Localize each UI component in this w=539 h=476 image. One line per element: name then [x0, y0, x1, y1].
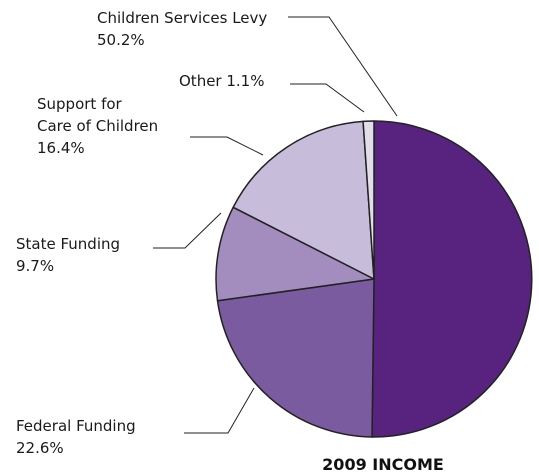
- slice-label-text: Care of Children: [37, 117, 158, 135]
- slice-label-federal-funding: Federal Funding 22.6%: [16, 417, 136, 457]
- pie-slice-children-services-levy: [371, 120, 533, 438]
- slice-value-text: 22.6%: [16, 439, 64, 457]
- slice-label-state-funding: State Funding 9.7%: [16, 235, 120, 275]
- leader-line-federal-funding: [184, 387, 255, 434]
- leader-line-children-services-levy: [288, 16, 398, 117]
- pie-slice-other: [362, 120, 375, 280]
- slice-labels: Children Services Levy 50.2% Federal Fundi…: [16, 9, 267, 457]
- pie-slices: [215, 120, 533, 438]
- slice-value-text: 50.2%: [97, 31, 145, 49]
- slice-label-text: State Funding: [16, 235, 120, 253]
- slice-label-support-for-care-of-children: Support for Care of Children 16.4%: [37, 95, 158, 157]
- pie-slice-federal-funding: [216, 278, 375, 438]
- chart-title: 2009 INCOME: [322, 455, 444, 474]
- slice-label-text: Federal Funding: [16, 417, 136, 435]
- pie-slice-support-for-care-of-children: [232, 120, 375, 280]
- leader-line-other: [290, 83, 365, 113]
- slice-label-text: Support for: [37, 95, 123, 113]
- slice-value-text: 9.7%: [16, 257, 54, 275]
- slice-label-children-services-levy: Children Services Levy 50.2%: [97, 9, 267, 49]
- slice-label-text: Other 1.1%: [179, 72, 264, 90]
- leader-lines: [153, 16, 398, 434]
- slice-label-other: Other 1.1%: [179, 72, 264, 90]
- slice-value-text: 16.4%: [37, 139, 85, 157]
- slice-label-text: Children Services Levy: [97, 9, 267, 27]
- leader-line-state-funding: [153, 212, 222, 249]
- pie-slice-state-funding: [215, 206, 375, 302]
- leader-line-support-for-care-of-children: [190, 136, 264, 156]
